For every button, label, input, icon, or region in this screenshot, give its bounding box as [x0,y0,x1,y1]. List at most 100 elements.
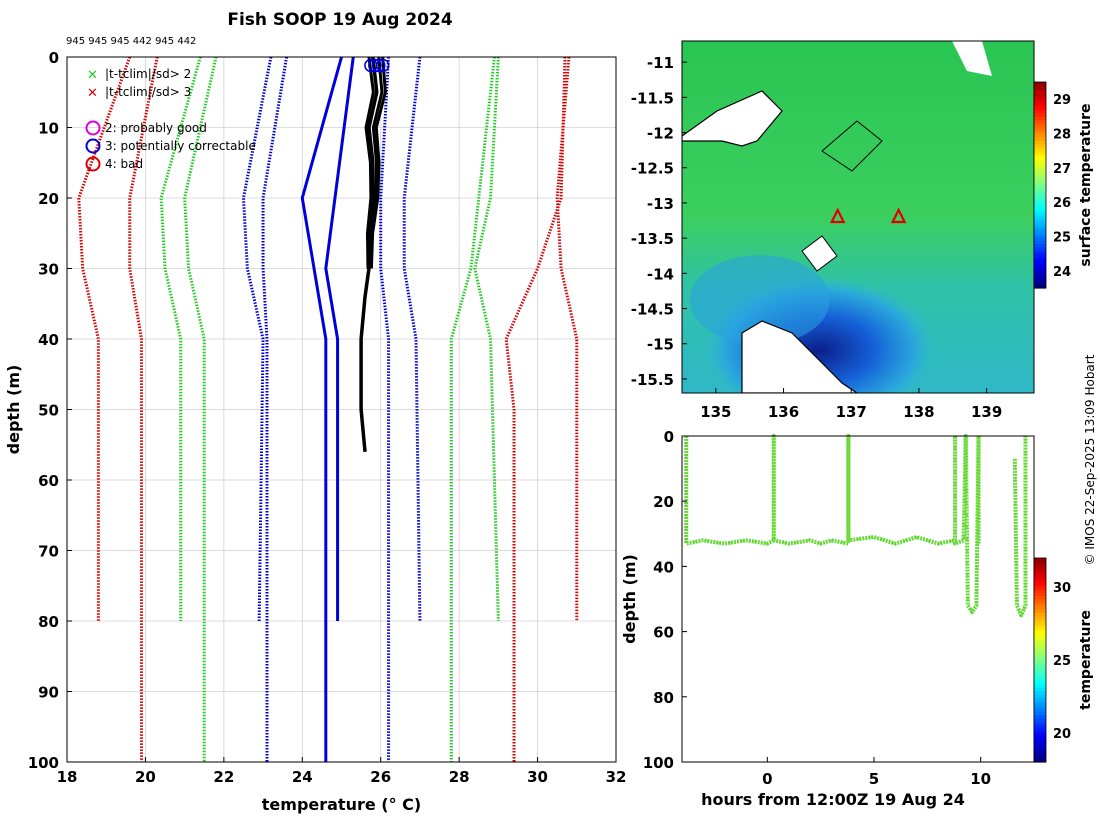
y-tick-label: 50 [38,402,59,420]
x-tick-label: 32 [606,768,627,786]
colorbar-swatch [1034,92,1046,97]
colorbar-swatch [1034,687,1046,692]
y-axis-label: depth (m) [4,365,23,455]
colorbar-swatch [1034,226,1046,231]
colorbar-swatch [1034,178,1046,183]
colorbar-swatch [1034,236,1046,241]
legend-label: 4: bad [105,157,143,171]
colorbar-swatch [1034,663,1046,668]
colorbar-swatch [1034,751,1046,756]
colorbar-tick-label: 25 [1053,231,1071,246]
colorbar-swatch [1034,263,1046,268]
colorbar-swatch [1034,130,1046,135]
colorbar-swatch [1034,700,1046,705]
colorbar-swatch [1034,585,1046,590]
y-tick-label: 100 [28,754,59,772]
colorbar-swatch [1034,116,1046,121]
colorbar-swatch [1034,578,1046,583]
colorbar-frame [1033,557,1047,763]
xbt-trace [364,56,375,269]
colorbar-swatch [1034,229,1046,234]
colorbar-swatch [1034,670,1046,675]
colorbar-swatch [1034,284,1046,289]
legend-marker-x: ✕ [87,68,98,83]
td-y-tick-label: 100 [643,754,674,772]
td-x-axis-label: hours from 12:00Z 19 Aug 24 [701,790,965,809]
legend-label: 3: potentially correctable [105,139,256,153]
colorbar-swatch [1034,167,1046,172]
x-tick-label: 22 [213,768,234,786]
colorbar-swatch [1034,721,1046,726]
colorbar-swatch [1034,99,1046,104]
colorbar-swatch [1034,758,1046,763]
colorbar-swatch [1034,748,1046,753]
colorbar-swatch [1034,126,1046,131]
colorbar-swatch [1034,119,1046,124]
colorbar-tick-label: 25 [1053,654,1071,669]
colorbar-swatch [1034,143,1046,148]
map-y-tick-label: -11.5 [631,89,674,107]
colorbar-swatch [1034,198,1046,203]
legend-label: 2: probably good [105,121,207,135]
x-tick-label: 28 [449,768,470,786]
figure-title: Fish SOOP 19 Aug 2024 [227,10,453,30]
colorbar-swatch [1034,140,1046,145]
drop-location-marker [829,207,846,224]
td-y-axis-label: depth (m) [620,554,639,644]
colorbar-tick-label: 24 [1053,265,1071,280]
colorbar-swatch [1034,731,1046,736]
cool-water-patch [690,255,830,345]
td-y-tick-label: 40 [653,558,674,576]
colorbar-swatch [1034,171,1046,176]
colorbar-swatch [1034,174,1046,179]
legend-marker-circle [85,138,101,154]
profile-series-line [128,56,159,762]
colorbar-swatch [1034,212,1046,217]
y-tick-label: 70 [38,543,59,561]
colorbar-tick-label: 26 [1053,196,1071,211]
colorbar-swatch [1034,136,1046,141]
colorbar-swatch [1034,112,1046,117]
colorbar-swatch [1034,191,1046,196]
colorbar-swatch [1034,561,1046,566]
colorbar-tick-label: 29 [1053,93,1071,108]
colorbar-swatch [1034,704,1046,709]
colorbar-swatch [1034,632,1046,637]
profile-series-line [300,56,343,762]
colorbar-swatch [1034,734,1046,739]
colorbar-swatch [1034,711,1046,715]
map-x-tick-label: 136 [768,403,799,421]
colorbar-swatch [1034,150,1046,155]
colorbar-swatch [1034,690,1046,695]
x-tick-label: 30 [527,768,548,786]
colorbar-swatch [1034,666,1046,671]
drop-location-marker [890,207,907,224]
td-y-tick-label: 60 [653,624,674,642]
profile-series-line [261,56,289,762]
map-y-tick-label: -14.5 [631,301,674,319]
colorbar-swatch [1034,653,1046,658]
colorbar-swatch [1034,205,1046,210]
colorbar-swatch [1034,215,1046,220]
y-tick-label: 20 [38,190,59,208]
profile-series-line [504,56,567,762]
colorbar-swatch [1034,274,1046,279]
map-content [682,41,1034,393]
colorbar-tick-label: 30 [1053,581,1071,596]
colorbar-swatch [1034,164,1046,169]
colorbar-swatch [1034,707,1046,712]
profile-series-line [379,56,391,762]
colorbar-swatch [1034,612,1046,617]
colorbar-swatch [1034,660,1046,664]
colorbar-swatch [1034,253,1046,258]
map-y-tick-label: -13.5 [631,230,674,248]
colorbar-swatch [1034,581,1046,586]
colorbar-swatch [1034,154,1046,159]
colorbar-swatch [1034,588,1046,593]
colorbar-swatch [1034,646,1046,651]
colorbar-swatch [1034,615,1046,620]
flag-marker [368,58,382,73]
land-island [801,235,838,272]
colorbar-swatch [1034,239,1046,244]
